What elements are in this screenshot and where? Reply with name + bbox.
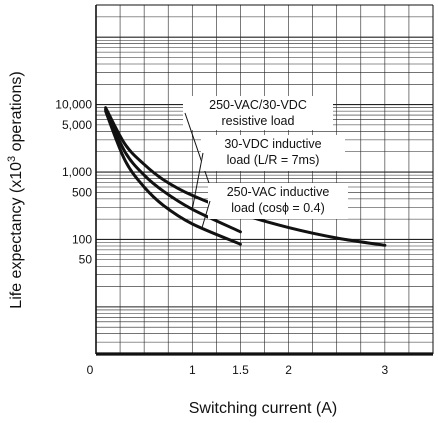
- grid-lines: [96, 5, 433, 354]
- y-axis-label-suffix: operations): [8, 71, 25, 156]
- x-tick-label: 1.5: [232, 363, 249, 377]
- plot-frame: [95, 4, 434, 356]
- series-curve-1: [104, 106, 387, 247]
- annotation-box: [208, 183, 348, 219]
- curves-layer: [104, 106, 387, 247]
- annotation-leader-line: [191, 152, 204, 210]
- x-tick-label: 1: [189, 363, 196, 377]
- y-axis-label-main: Life expectancy (x10: [8, 162, 25, 309]
- annotation-text: resistive load: [222, 114, 295, 128]
- annotation-text: 250-VAC inductive: [227, 185, 330, 199]
- series-curve-2: [104, 107, 242, 234]
- annotation-text: load (cosϕ = 0.4): [231, 201, 325, 215]
- y-tick-label: 1,000: [62, 165, 92, 179]
- y-tick-label: 5,000: [62, 118, 92, 132]
- x-axis-label: Switching current (A): [189, 400, 338, 417]
- y-tick-label: 50: [79, 253, 93, 267]
- annotation-box: [183, 96, 333, 130]
- y-tick-label: 100: [72, 232, 92, 246]
- annotation-text: 250-VAC/30-VDC: [209, 98, 307, 112]
- annotation-text: 30-VDC inductive: [224, 137, 321, 151]
- x-tick-label: 2: [285, 363, 292, 377]
- annotation-text: load (L/R = 7ms): [227, 153, 320, 167]
- x-tick-label: 3: [382, 363, 389, 377]
- y-tick-label: 500: [72, 185, 92, 199]
- annotation-box: [201, 135, 345, 171]
- annotation-leader-line: [201, 200, 211, 229]
- annotation-layer: 250-VAC/30-VDC resistive load 30-VDC induc…: [183, 96, 348, 229]
- y-axis-label: Life expectancy (x103 operations): [6, 71, 25, 308]
- series-curve-3: [104, 109, 242, 246]
- y-tick-label: 10,000: [55, 98, 92, 112]
- y-axis-label-sup: 3: [6, 156, 18, 162]
- x-tick-label: 0: [87, 363, 94, 377]
